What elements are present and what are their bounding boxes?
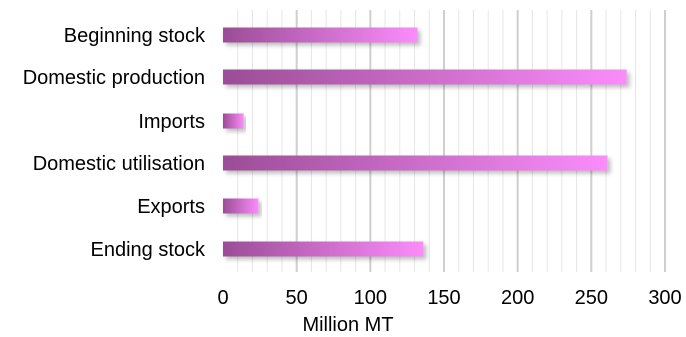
- category-label: Imports: [138, 111, 205, 133]
- x-axis-title: Million MT: [302, 314, 393, 336]
- category-label: Domestic production: [23, 67, 205, 89]
- bar-domestic-utilisation: [223, 155, 608, 171]
- bar-domestic-production: [223, 69, 627, 85]
- category-labels: Beginning stock Domestic production Import…: [23, 25, 206, 261]
- x-tick-label: 200: [501, 287, 534, 309]
- x-tick-label: 150: [427, 287, 460, 309]
- x-tick-label: 250: [575, 287, 608, 309]
- bar-exports: [223, 198, 259, 214]
- x-tick-labels: 0 50 100 150 200 250 300: [217, 287, 681, 309]
- x-tick-label: 0: [217, 287, 228, 309]
- grid-layer: [237, 10, 666, 272]
- category-label: Ending stock: [90, 239, 206, 261]
- category-label: Exports: [137, 196, 205, 218]
- category-label: Domestic utilisation: [33, 153, 205, 175]
- bar-layer: [223, 27, 627, 257]
- x-tick-label: 100: [354, 287, 387, 309]
- x-tick-label: 50: [286, 287, 308, 309]
- bar-beginning-stock: [223, 27, 418, 43]
- bar-imports: [223, 113, 244, 129]
- bar-ending-stock: [223, 241, 424, 257]
- x-tick-label: 300: [648, 287, 681, 309]
- category-label: Beginning stock: [64, 25, 206, 47]
